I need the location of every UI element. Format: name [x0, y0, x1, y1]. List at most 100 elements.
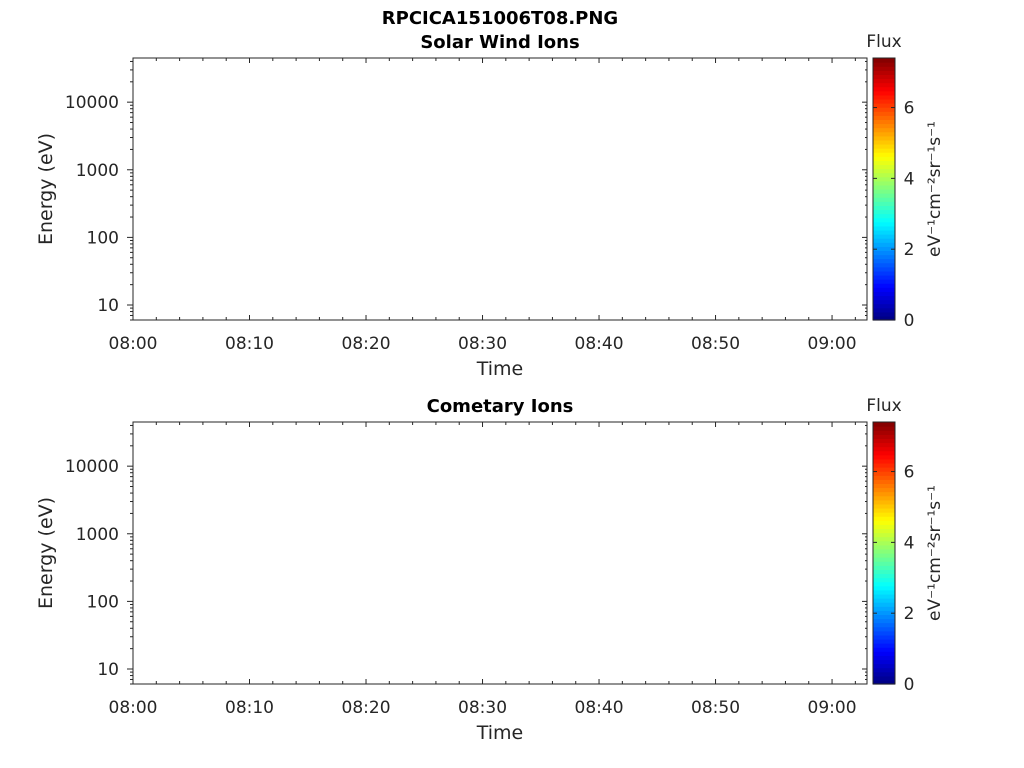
- colorbar-segment: [873, 189, 895, 194]
- colorbar-segment: [873, 291, 895, 297]
- y-tick-label: 10000: [65, 93, 119, 113]
- x-tick-label: 08:20: [342, 698, 391, 718]
- x-tick-label: 08:40: [575, 698, 624, 718]
- colorbar-segment: [873, 287, 895, 292]
- colorbar-segment: [873, 156, 895, 161]
- colorbar-frame: [872, 57, 896, 321]
- colorbar-segment: [873, 246, 895, 251]
- colorbar-segment: [873, 598, 895, 603]
- colorbar-segment: [873, 450, 895, 456]
- colorbar-segment: [873, 172, 895, 178]
- colorbar-segment: [873, 205, 895, 211]
- colorbar: 0 2 4 6: [872, 57, 915, 331]
- colorbar-tick-label: 0: [904, 675, 915, 695]
- colorbar-segment: [873, 62, 895, 67]
- colorbar-segment: [873, 152, 895, 157]
- colorbar-segment: [873, 58, 895, 63]
- colorbar-segment: [873, 164, 895, 170]
- colorbar-tick-label: 4: [904, 533, 915, 553]
- colorbar-segment: [873, 254, 895, 260]
- colorbar-segment: [873, 532, 895, 538]
- colorbar-segment: [873, 197, 895, 202]
- colorbar-segment: [873, 679, 895, 685]
- colorbar-title: Flux: [866, 32, 901, 52]
- colorbar-tick-label: 6: [904, 463, 915, 483]
- colorbar-segment: [873, 242, 895, 247]
- colorbar-segment: [873, 536, 895, 542]
- colorbar-segment: [873, 458, 895, 464]
- y-tick-label: 1000: [76, 161, 119, 181]
- y-tick-label: 10: [97, 660, 119, 680]
- colorbar-segment: [873, 589, 895, 595]
- colorbar-segment: [873, 675, 895, 681]
- colorbar-segment: [873, 544, 895, 550]
- colorbar-unit-label: eV⁻¹cm⁻²sr⁻¹s⁻¹: [925, 485, 945, 621]
- colorbar-segment: [873, 606, 895, 611]
- x-tick-label: 09:00: [808, 334, 857, 354]
- colorbar-segment: [873, 438, 895, 444]
- x-axis-label: Time: [476, 722, 524, 744]
- colorbar-title: Flux: [866, 396, 901, 416]
- y-axis: 10 100 1000 10000: [65, 424, 867, 685]
- colorbar-segment: [873, 503, 895, 509]
- colorbar-segment: [873, 70, 895, 75]
- colorbar-segment: [873, 213, 895, 219]
- colorbar-segment: [873, 299, 895, 305]
- colorbar-tick-label: 0: [904, 311, 915, 331]
- colorbar-segment: [873, 638, 895, 644]
- y-axis: 10 100 1000 10000: [65, 60, 867, 321]
- colorbar-segment: [873, 303, 895, 309]
- colorbar-segment: [873, 487, 895, 493]
- colorbar-segment: [873, 622, 895, 628]
- colorbar-segment: [873, 258, 895, 264]
- colorbar-segment: [873, 528, 895, 534]
- x-tick-label: 08:50: [691, 334, 740, 354]
- x-axis: 08:00 08:10 08:20 08:30 08:40 08:50 09:00: [109, 422, 857, 718]
- colorbar-segment: [873, 475, 895, 480]
- colorbar-segment: [873, 66, 895, 71]
- colorbar-segment: [873, 229, 895, 235]
- colorbar-segment: [873, 643, 895, 648]
- colorbar-segment: [873, 454, 895, 460]
- colorbar-segment: [873, 565, 895, 570]
- y-tick-label: 10000: [65, 457, 119, 477]
- colorbar-segment: [873, 553, 895, 558]
- figure-title: RPCICA151006T08.PNG: [382, 8, 618, 29]
- x-tick-label: 08:40: [575, 334, 624, 354]
- colorbar-segment: [873, 94, 895, 100]
- panel-solar-wind: Solar Wind Ions 08:00 08:10 08:20 08:30 08:4…: [35, 32, 945, 380]
- colorbar-segment: [873, 593, 895, 599]
- colorbar-segment: [873, 283, 895, 288]
- colorbar-segment: [873, 569, 895, 575]
- colorbar-segment: [873, 585, 895, 591]
- colorbar-frame: [872, 421, 896, 685]
- colorbar-segment: [873, 119, 895, 125]
- colorbar-segment: [873, 266, 895, 272]
- colorbar-segment: [873, 512, 895, 517]
- colorbar-segment: [873, 82, 895, 88]
- colorbar-segment: [873, 483, 895, 489]
- x-axis-label: Time: [476, 358, 524, 380]
- x-axis: 08:00 08:10 08:20 08:30 08:40 08:50 09:00: [109, 58, 857, 354]
- colorbar-segment: [873, 655, 895, 661]
- colorbar-segment: [873, 667, 895, 673]
- colorbar-segment: [873, 160, 895, 166]
- colorbar-segment: [873, 540, 895, 546]
- colorbar-segment: [873, 471, 895, 476]
- panel-title: Cometary Ions: [427, 396, 574, 417]
- colorbar-segment: [873, 577, 895, 583]
- colorbar-segment: [873, 610, 895, 615]
- colorbar-segment: [873, 176, 895, 182]
- colorbar-segment: [873, 111, 895, 116]
- colorbar-segment: [873, 651, 895, 656]
- colorbar-segment: [873, 148, 895, 153]
- colorbar-segment: [873, 557, 895, 562]
- colorbar-segment: [873, 234, 895, 239]
- colorbar-segment: [873, 315, 895, 321]
- colorbar-segment: [873, 307, 895, 313]
- colorbar-unit-label: eV⁻¹cm⁻²sr⁻¹s⁻¹: [925, 121, 945, 257]
- colorbar-segment: [873, 238, 895, 243]
- colorbar-tick-label: 2: [904, 240, 915, 260]
- colorbar-segment: [873, 581, 895, 587]
